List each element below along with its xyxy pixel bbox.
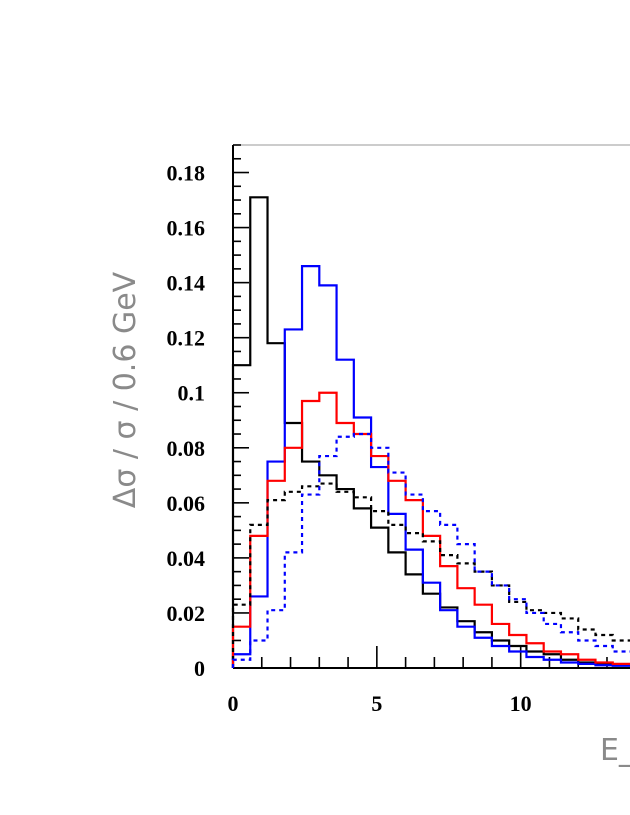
series-4-dotted-histogram [231,432,630,668]
y-axis-title: Δσ / σ / 0.6 GeV [108,271,143,508]
y-tick-label: 0.14 [167,271,206,296]
y-tick-label: 0 [194,656,205,681]
series-2-solid-histogram [231,391,630,668]
x-axis-tick-labels: 0 5 10 [228,691,532,716]
x-tick-label: 10 [510,691,532,716]
y-tick-label: 0.12 [167,326,206,351]
x-tick-label: 5 [371,691,382,716]
y-tick-label: 0.08 [167,436,206,461]
series-0-solid-histogram [231,196,630,668]
histogram-series [231,196,630,668]
y-tick-label: 0.06 [167,491,206,516]
y-tick-label: 0.18 [167,161,206,186]
x-tick-label: 0 [228,691,239,716]
series-1-solid-histogram [231,265,630,668]
series-3-dotted-histogram [231,482,630,668]
y-tick-label: 0.1 [178,381,206,406]
x-axis-ticks [232,646,608,668]
y-axis-ticks [233,144,249,669]
y-axis-tick-labels: 0 0.02 0.04 0.06 0.08 0.1 0.12 0.14 0.16 0.18 [167,161,206,681]
x-axis-title: E_T [600,733,630,768]
y-tick-label: 0.04 [167,546,206,571]
y-tick-label: 0.02 [167,601,206,626]
plot-frame [232,144,630,669]
y-tick-label: 0.16 [167,216,206,241]
